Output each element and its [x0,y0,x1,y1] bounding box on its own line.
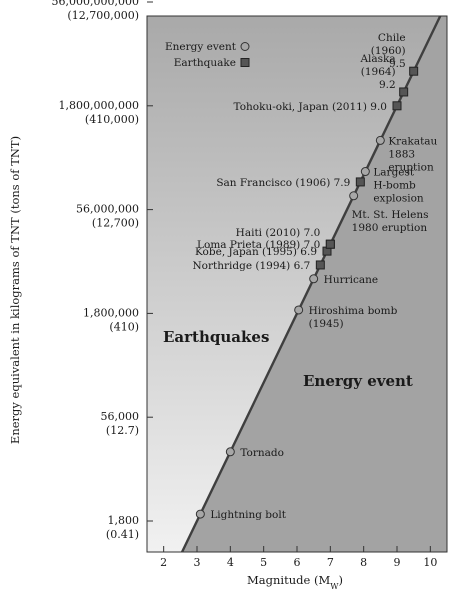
y-tick-label-tons: (410,000) [85,113,139,126]
point-label: explosion [373,193,424,205]
earthquake-marker [315,260,325,270]
point-label: Tohoku-oki, Japan (2011) 9.0 [234,101,388,113]
point-label: Northridge (1994) 6.7 [192,260,310,272]
x-tick-label: 9 [394,556,401,569]
point-label: Loma Prieta (1989) 7.0 [197,239,320,251]
point-label: Haiti (2010) 7.0 [236,227,321,239]
legend-label-energy-event: Energy event [165,41,237,53]
point-label: Hurricane [324,274,378,286]
energy-event-marker [375,135,385,145]
earthquake-marker [409,66,419,76]
earthquake-marker [355,177,365,187]
point-label: Largest [373,167,415,179]
y-tick-label-kg: 1,800 [108,514,140,527]
point-label: San Francisco (1906) 7.9 [216,177,350,189]
point-label: 1980 eruption [352,222,428,234]
x-tick-label: 3 [194,556,201,569]
legend-marker-earthquake [240,58,250,67]
x-tick-label: 7 [327,556,334,569]
energy-event-marker [349,191,359,201]
point-label: Mt. St. Helens [352,209,429,221]
x-tick-label: 6 [294,556,301,569]
region-label-earthquakes: Earthquakes [163,328,269,346]
y-tick-label-tons: (12.7) [106,424,139,437]
point-label: Tornado [240,447,284,459]
earthquake-marker [325,239,335,249]
point-label: Kobe, Japan (1995) 6.9 [195,246,317,258]
y-tick-label-kg: 56,000,000 [76,203,139,216]
point-label: Lightning bolt [210,509,286,521]
data-points [195,66,419,519]
point-label: Hiroshima bomb [309,305,398,317]
x-axis-title: Magnitude (MW) [247,573,343,591]
x-tick-label: 2 [160,556,167,569]
y-tick-label-tons: (12,700) [92,217,139,230]
legend-label-earthquake: Earthquake [174,57,236,69]
x-tick-label: 8 [360,556,367,569]
energy-event-marker [195,509,205,519]
point-label: 9.5 [389,58,406,70]
point-label: 9.2 [379,79,396,91]
energy-event-region [182,16,447,552]
point-labels: Lightning bolt Tornado Hiroshima bomb(1945… [192,32,437,521]
legend-marker-energy-event [240,42,250,51]
earthquake-marker [392,101,402,111]
point-label: (1945) [309,318,344,330]
region-label-energy-event: Energy event [303,372,413,390]
point-label: Alaska [359,53,395,65]
y-axis-title: Energy equivalent in kilograms of TNT (t… [8,136,22,444]
point-label: Chile [378,32,406,44]
point-label: (1960) [371,45,406,57]
x-axis-ticks: 2 3 4 5 6 7 8 9 10 [160,546,437,569]
y-tick-label-tons: (410) [109,320,139,333]
earthquake-marker [399,87,409,97]
point-label: (1964) [361,66,396,78]
y-tick-label-kg: 56,000 [101,410,140,423]
y-tick-label-tons: (12,700,000) [67,9,139,22]
energy-event-marker [360,167,370,177]
x-tick-label: 10 [423,556,437,569]
energy-event-marker [225,447,235,457]
energy-event-marker [294,305,304,315]
y-tick-label-kg: 56,000,000,000 [52,0,139,8]
legend: Energy event Earthquake [165,41,250,69]
point-label: H-bomb [373,180,416,192]
y-tick-label-tons: (0.41) [106,528,139,541]
y-tick-label-kg: 1,800,000,000 [59,99,139,112]
point-label: 1883 [388,148,415,160]
x-tick-label: 4 [227,556,234,569]
point-label: eruption [388,161,434,173]
y-axis-ticks: 1,800(0.41) 56,000(12.7) 1,800,000(410) 56,… [52,0,153,541]
x-tick-label: 5 [260,556,267,569]
point-label: Krakatau [388,135,437,147]
energy-event-marker [309,274,319,284]
y-tick-label-kg: 1,800,000 [83,306,139,319]
